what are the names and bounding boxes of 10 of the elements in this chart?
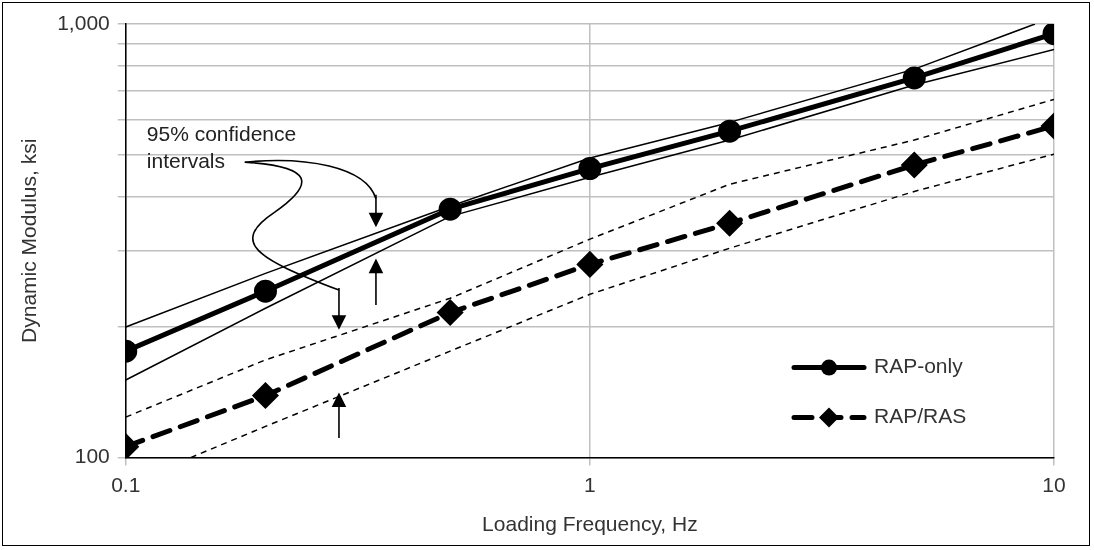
- y-tick-label: 100: [74, 444, 110, 468]
- x-tick-label: 1: [584, 473, 596, 496]
- y-tick-label: 1,000: [57, 10, 110, 34]
- legend-label: RAP-only: [874, 354, 964, 378]
- legend-label: RAP/RAS: [874, 404, 967, 428]
- annotation: 95% confidence intervals: [146, 121, 298, 175]
- y-axis-title: Dynamic Modulus, ksi: [17, 138, 41, 343]
- x-tick-label: 0.1: [111, 473, 141, 496]
- x-tick-label: 10: [1042, 473, 1066, 496]
- x-axis-title: Loading Frequency, Hz: [482, 512, 698, 536]
